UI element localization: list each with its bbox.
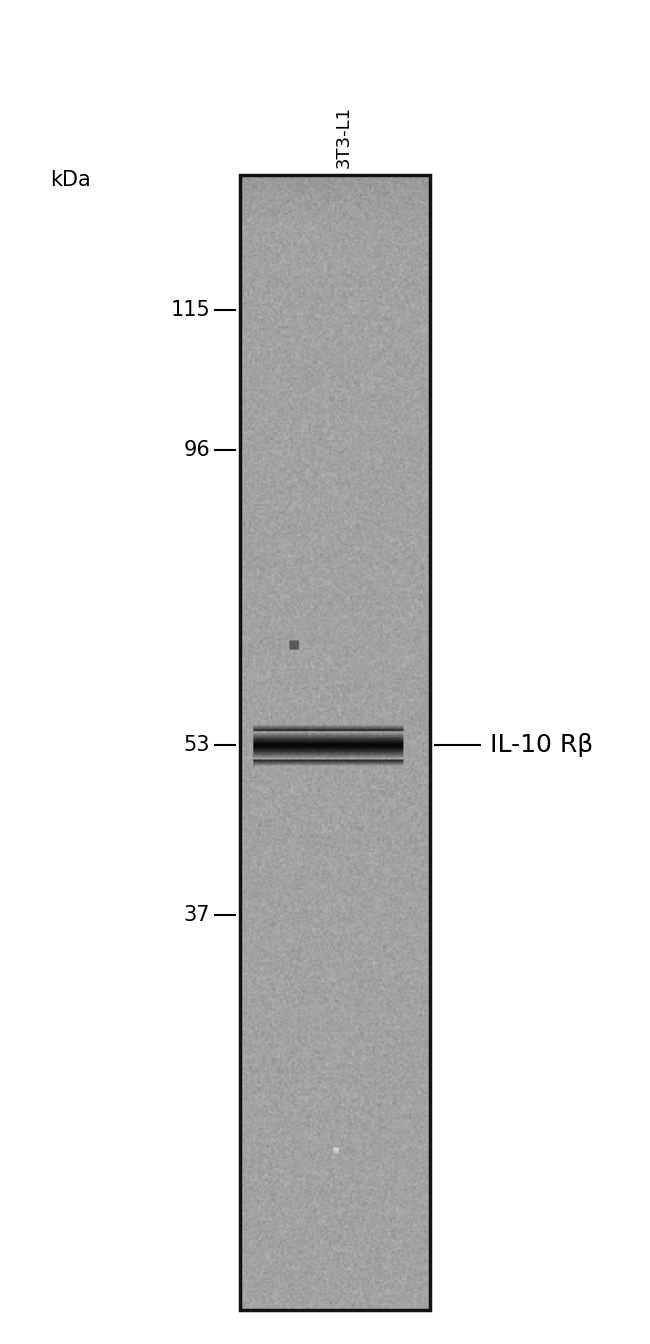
Text: kDa: kDa <box>50 169 91 190</box>
Bar <box>240 175 430 1310</box>
Text: 37: 37 <box>183 905 210 925</box>
Text: 96: 96 <box>183 439 210 460</box>
Text: IL-10 Rβ: IL-10 Rβ <box>490 732 593 757</box>
Text: 53: 53 <box>183 735 210 755</box>
Text: 115: 115 <box>170 300 210 320</box>
Text: 3T3-L1: 3T3-L1 <box>335 106 353 168</box>
